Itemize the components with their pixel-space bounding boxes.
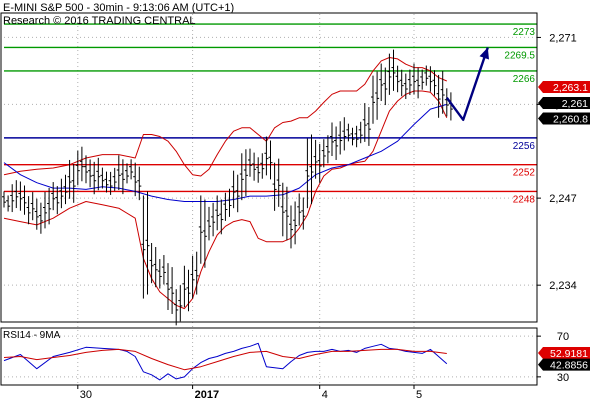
x-tick-label: 2017 <box>195 389 219 400</box>
level-label: 2269.5 <box>504 50 535 61</box>
projection-arrow-head <box>479 47 489 60</box>
price-badge-current-label: 2,261 <box>562 98 588 110</box>
price-badge-upper-label: 2,263.1 <box>553 82 588 94</box>
rsi-line <box>3 342 448 381</box>
rsi-y-tick-label: 30 <box>557 372 569 384</box>
bollinger-upper-band <box>3 57 447 177</box>
rsi-y-tick-label: 70 <box>557 331 569 343</box>
axes-layer <box>0 12 541 389</box>
x-tick-label: 4 <box>322 389 328 400</box>
price-badge-upper <box>538 80 590 93</box>
level-label: 2273 <box>513 27 536 38</box>
rsi-badge-value-label: 42.8856 <box>550 360 588 372</box>
price-badge-current <box>538 97 590 110</box>
price-badge-lower <box>538 112 590 125</box>
level-label: 2248 <box>513 194 536 205</box>
rsi-badge-ma <box>538 346 590 359</box>
price-badge-lower-label: 2,260.8 <box>553 113 588 125</box>
rsi-badge-ma-label: 52.9181 <box>550 348 588 360</box>
x-tick-label: 5 <box>416 389 422 400</box>
labels-layer: 2273 2269.5 2266 2256 2252 2248 2,271 2,261 2,24… <box>80 27 590 401</box>
level-label: 2252 <box>513 168 536 179</box>
chart-header-title: E-MINI S&P 500 - 30min - 9:13:06 AM (UTC… <box>3 2 234 14</box>
rsi-ma-line <box>3 348 447 371</box>
level-label: 2256 <box>513 141 536 152</box>
level-label: 2266 <box>513 74 536 85</box>
rsi-panel-frame <box>0 327 538 386</box>
y-tick-label: 2,234 <box>549 280 577 292</box>
rsi-badge-value <box>538 358 590 371</box>
main-panel-frame <box>0 12 538 323</box>
grid-layer <box>4 14 537 385</box>
rsi-panel-title: RSI14 - 9MA <box>3 330 61 341</box>
projection-arrow-line <box>445 47 489 122</box>
y-tick-label: 2,271 <box>549 32 577 44</box>
x-tick-label: 30 <box>80 389 92 400</box>
series-layer <box>2 47 489 381</box>
chart-header-copyright: Research © 2016 TRADING CENTRAL <box>3 15 196 27</box>
y-tick-label: 2,247 <box>549 193 577 205</box>
bollinger-lower-band <box>3 90 448 310</box>
